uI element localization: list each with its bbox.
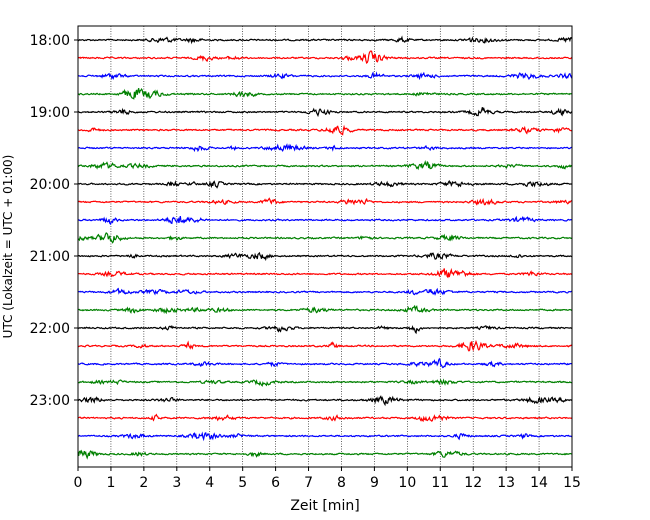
y-axis: 18:00 19:00 20:00 21:00 22:00 23:00 [30, 33, 78, 409]
x-tick-label: 11 [431, 475, 449, 491]
trace-2115 [77, 267, 573, 279]
x-tick-label: 5 [238, 475, 247, 491]
x-tick-label: 12 [464, 475, 482, 491]
x-tick-label: 6 [271, 475, 280, 491]
trace-2200 [77, 324, 573, 335]
trace-2245 [77, 378, 573, 387]
x-axis: 0 1 2 3 4 5 6 7 8 9 10 11 12 13 14 15 [74, 467, 581, 491]
trace-2330 [77, 431, 573, 442]
trace-1800 [77, 35, 573, 45]
x-tick-label: 8 [337, 475, 346, 491]
trace-1930 [77, 143, 573, 153]
x-tick-label: 10 [398, 475, 416, 491]
x-tick-label: 0 [74, 475, 83, 491]
y-tick-label: 18:00 [30, 33, 70, 49]
trace-2300 [77, 395, 573, 407]
trace-1845 [77, 88, 573, 100]
y-tick-label: 21:00 [30, 249, 70, 265]
x-tick-label: 7 [304, 475, 313, 491]
y-tick-label: 20:00 [30, 177, 70, 193]
plot-frame [77, 25, 573, 468]
trace-group [77, 35, 573, 460]
x-tick-label: 2 [139, 475, 148, 491]
trace-1815 [77, 50, 573, 65]
trace-2315 [77, 413, 573, 423]
trace-2015 [77, 197, 573, 206]
trace-2130 [77, 287, 573, 296]
trace-1900 [77, 106, 573, 118]
x-tick-label: 13 [497, 475, 515, 491]
x-tick-label: 14 [530, 475, 548, 491]
trace-2030 [77, 215, 573, 226]
trace-2230 [77, 357, 573, 369]
y-tick-label: 19:00 [30, 105, 70, 121]
trace-2345 [77, 449, 572, 460]
y-axis-label: UTC (Lokalzeit = UTC + 01:00) [1, 155, 15, 339]
x-axis-label: Zeit [min] [290, 498, 359, 514]
trace-1830 [77, 71, 573, 81]
trace-2145 [77, 304, 573, 315]
y-tick-label: 22:00 [30, 321, 70, 337]
trace-1945 [77, 160, 573, 171]
trace-2215 [77, 339, 573, 352]
x-tick-label: 4 [205, 475, 214, 491]
x-tick-label: 15 [563, 475, 581, 491]
grid-lines [110, 26, 540, 467]
trace-2100 [77, 251, 573, 262]
x-tick-label: 9 [370, 475, 379, 491]
trace-2000 [77, 179, 573, 189]
x-tick-label: 3 [172, 475, 181, 491]
x-tick-label: 1 [106, 475, 115, 491]
trace-2045 [77, 232, 573, 244]
trace-1915 [77, 124, 573, 136]
y-tick-label: 23:00 [30, 393, 70, 409]
